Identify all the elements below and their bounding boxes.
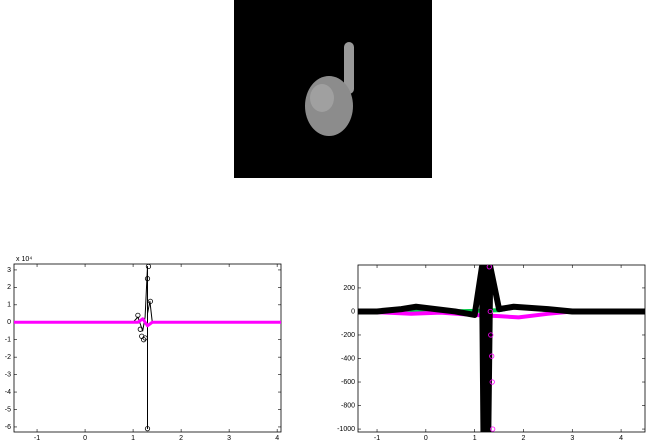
x-tick-label: 4 [619, 435, 623, 442]
x-tick-label: -1 [374, 435, 380, 442]
x-tick-label: 2 [179, 435, 183, 442]
y-tick-label: -200 [341, 332, 355, 339]
x-tick-label: 0 [424, 435, 428, 442]
y-tick-label: -400 [341, 355, 355, 362]
chart: -1 0 1 2 3 4 -1000 -800 -600 -400 -200 0 200 [337, 265, 645, 442]
y-tick-label: 0 [7, 319, 11, 326]
y-tick-label: 3 [7, 267, 11, 274]
plot-area [358, 265, 645, 432]
y-tick-label: -3 [5, 371, 11, 378]
x-tick-label: 0 [83, 435, 87, 442]
y-tick-label: 200 [343, 285, 355, 292]
x-tick-label: -1 [34, 435, 40, 442]
y-tick-label: -600 [341, 379, 355, 386]
x-tick-label: 2 [522, 435, 526, 442]
y-tick-label: -6 [5, 424, 11, 431]
x-tick-label: 1 [131, 435, 135, 442]
y-tick-label: -2 [5, 354, 11, 361]
y-tick-label: -5 [5, 406, 11, 413]
axis-multiplier: x 10⁴ [16, 256, 32, 263]
y-tick-label: -1 [5, 337, 11, 344]
x-tick-label: 1 [473, 435, 477, 442]
y-tick-label: 1 [7, 302, 11, 309]
x-tick-label: 3 [227, 435, 231, 442]
x-tick-label: 4 [275, 435, 279, 442]
y-tick-label: 0 [351, 308, 355, 315]
x-tick-label: 3 [570, 435, 574, 442]
y-tick-label: -1000 [337, 426, 355, 433]
chart: -1 0 1 2 3 4 -6 -5 -4 -3 -2 -1 0 1 2 3 x 10⁴ [5, 256, 281, 442]
y-tick-label: -4 [5, 389, 11, 396]
y-tick-label: 2 [7, 284, 11, 291]
y-tick-label: -800 [341, 402, 355, 409]
hand-knuckles [310, 84, 334, 112]
figure: -1 0 1 2 3 4 -6 -5 -4 -3 -2 -1 0 1 2 3 x 10⁴ -1 0 1 2 3 4 -1000… [0, 0, 651, 442]
hand-depth-image [234, 0, 432, 178]
